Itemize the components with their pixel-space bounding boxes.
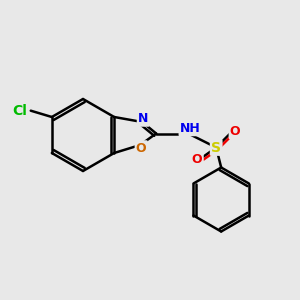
Text: NH: NH [180, 122, 201, 135]
Text: N: N [138, 112, 148, 125]
Text: O: O [192, 153, 202, 166]
Text: Cl: Cl [12, 104, 27, 118]
Text: O: O [136, 142, 146, 154]
Text: S: S [211, 140, 221, 154]
Text: O: O [230, 125, 241, 138]
